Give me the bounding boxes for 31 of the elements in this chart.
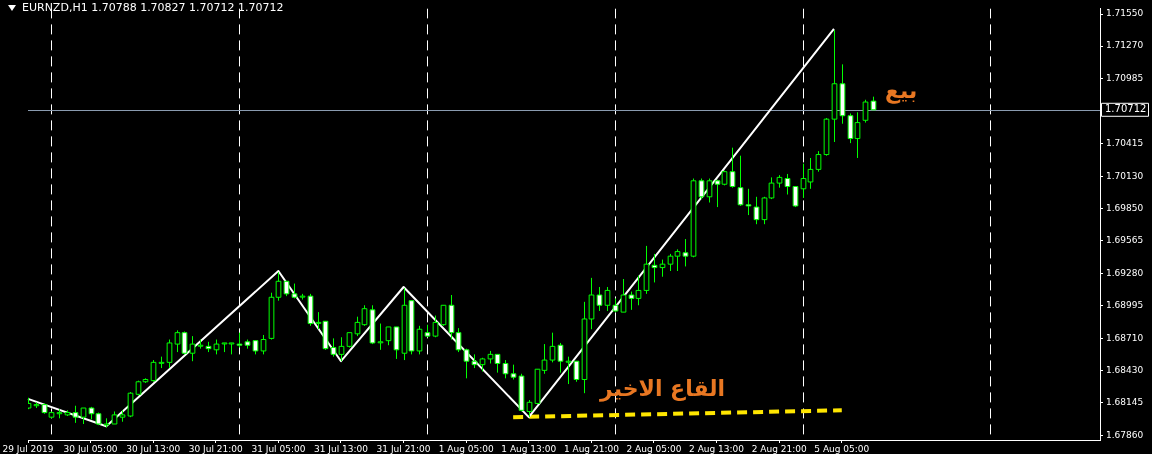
x-tick-label: 1 Aug 05:00 <box>438 443 494 454</box>
y-tick-label: 1.69850 <box>1106 202 1144 213</box>
y-tick-label: 1.71270 <box>1106 40 1144 51</box>
x-tick-label: 30 Jul 05:00 <box>63 443 118 454</box>
y-tick-label: 1.69565 <box>1106 235 1144 246</box>
y-tick-label: 1.70130 <box>1106 170 1144 181</box>
x-tick-label: 29 Jul 2019 <box>2 443 54 454</box>
x-tick-label: 30 Jul 21:00 <box>188 443 244 454</box>
x-tick-label: 2 Aug 05:00 <box>626 443 682 454</box>
x-tick-label: 1 Aug 13:00 <box>501 443 557 454</box>
annotation: القاع الاخير <box>600 376 726 401</box>
y-tick-label: 1.68710 <box>1106 332 1144 343</box>
annotation: بيع <box>885 78 918 103</box>
ref-line-label: 1.70712 <box>1105 103 1147 115</box>
y-tick-label: 1.67860 <box>1106 429 1144 440</box>
y-tick-label: 1.69280 <box>1106 267 1144 278</box>
y-tick-label: 1.70985 <box>1106 72 1144 83</box>
y-tick-label: 1.68145 <box>1106 397 1144 408</box>
x-tick-label: 1 Aug 21:00 <box>563 443 620 454</box>
x-tick-label: 2 Aug 13:00 <box>689 443 745 454</box>
x-tick-label: 31 Jul 05:00 <box>251 443 306 454</box>
x-tick-label: 2 Aug 21:00 <box>751 443 807 454</box>
y-tick-label: 1.71550 <box>1106 8 1144 19</box>
y-tick-label: 1.68430 <box>1106 364 1144 375</box>
x-tick-label: 30 Jul 13:00 <box>126 443 181 454</box>
x-tick-label: 31 Jul 21:00 <box>376 443 431 454</box>
x-tick-label: 31 Jul 13:00 <box>314 443 369 454</box>
y-tick-label: 1.70415 <box>1106 138 1144 149</box>
chart-title: EURNZD,H1 1.70788 1.70827 1.70712 1.70712 <box>22 1 284 14</box>
y-tick-label: 1.68995 <box>1106 300 1144 311</box>
x-tick-label: 5 Aug 05:00 <box>814 443 870 454</box>
